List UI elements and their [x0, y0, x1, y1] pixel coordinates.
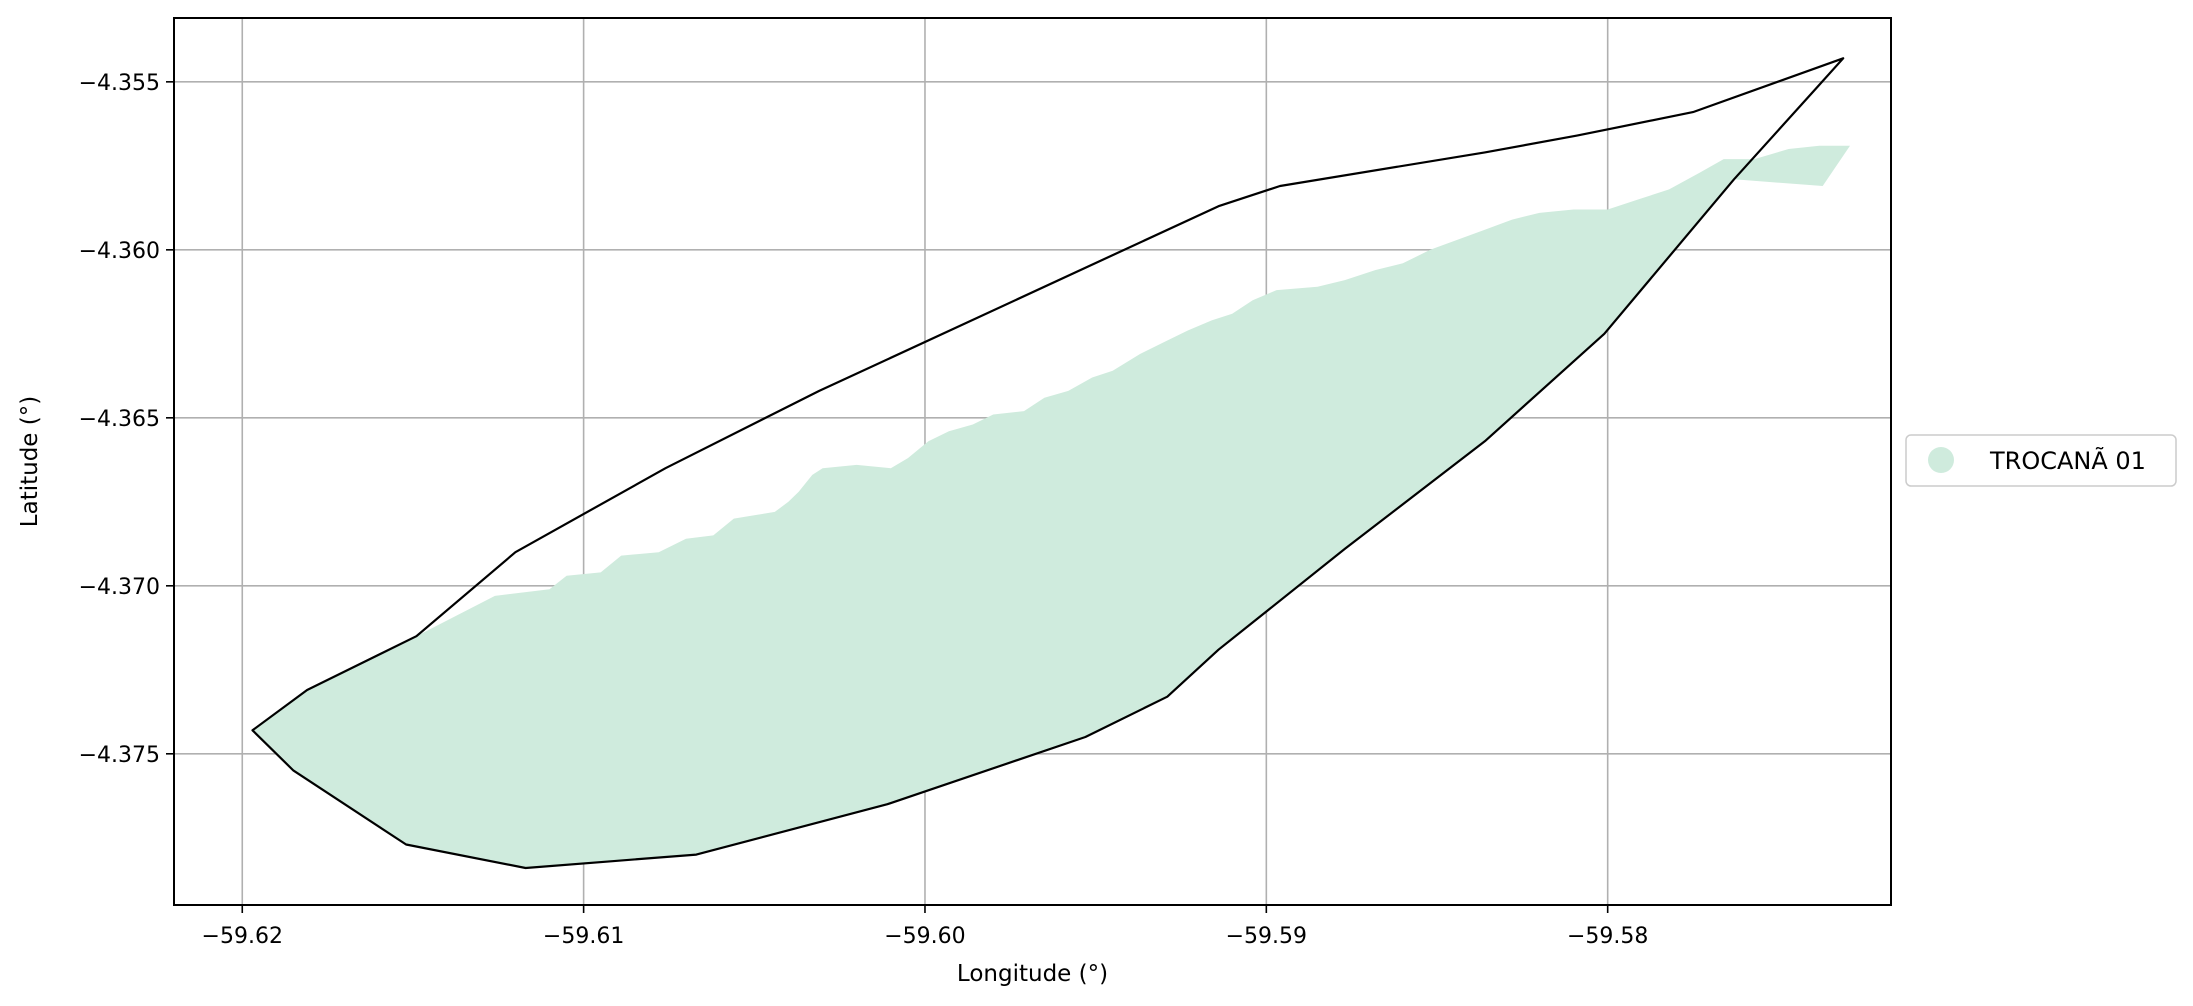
data-layer	[251, 57, 1850, 870]
x-axis-label: Longitude (°)	[957, 961, 1108, 987]
legend: TROCANÃ 01	[1905, 434, 2177, 487]
plot-frame	[173, 17, 1892, 906]
trocana-area-fill	[252, 145, 1850, 868]
x-tick-label: −59.62	[202, 924, 283, 949]
y-tick-label: −4.365	[79, 407, 160, 432]
y-axis-ticks: −4.355 −4.360 −4.365 −4.370 −4.375	[79, 71, 174, 768]
legend-marker	[1928, 447, 1954, 473]
legend-box	[1905, 434, 2177, 487]
x-axis-ticks: −59.62 −59.61 −59.60 −59.59 −59.58	[202, 905, 1648, 949]
legend-label: TROCANÃ 01	[1989, 445, 2146, 475]
y-tick-label: −4.360	[79, 239, 160, 264]
y-tick-label: −4.355	[79, 71, 160, 96]
x-tick-label: −59.58	[1567, 924, 1648, 949]
y-axis-label: Latitude (°)	[17, 396, 43, 527]
x-tick-label: −59.60	[884, 924, 965, 949]
boundary-outline	[251, 57, 1845, 870]
y-tick-label: −4.375	[79, 743, 160, 768]
y-tick-label: −4.370	[79, 575, 160, 600]
x-tick-label: −59.59	[1226, 924, 1307, 949]
x-tick-label: −59.61	[543, 924, 624, 949]
